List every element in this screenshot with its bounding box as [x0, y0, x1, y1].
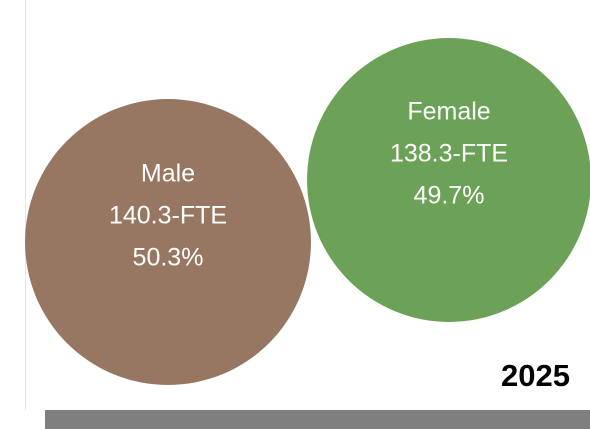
bubble — [307, 38, 590, 322]
percentage-label: 49.7% — [414, 182, 485, 210]
category-label: Male — [141, 160, 195, 188]
category-label: Female — [407, 98, 490, 126]
year-label: 2025 — [501, 358, 570, 393]
value-label: 140.3-FTE — [109, 202, 227, 230]
bubble — [25, 99, 311, 385]
bottom-bar — [45, 410, 590, 429]
percentage-label: 50.3% — [133, 244, 204, 272]
value-label: 138.3-FTE — [390, 140, 508, 168]
